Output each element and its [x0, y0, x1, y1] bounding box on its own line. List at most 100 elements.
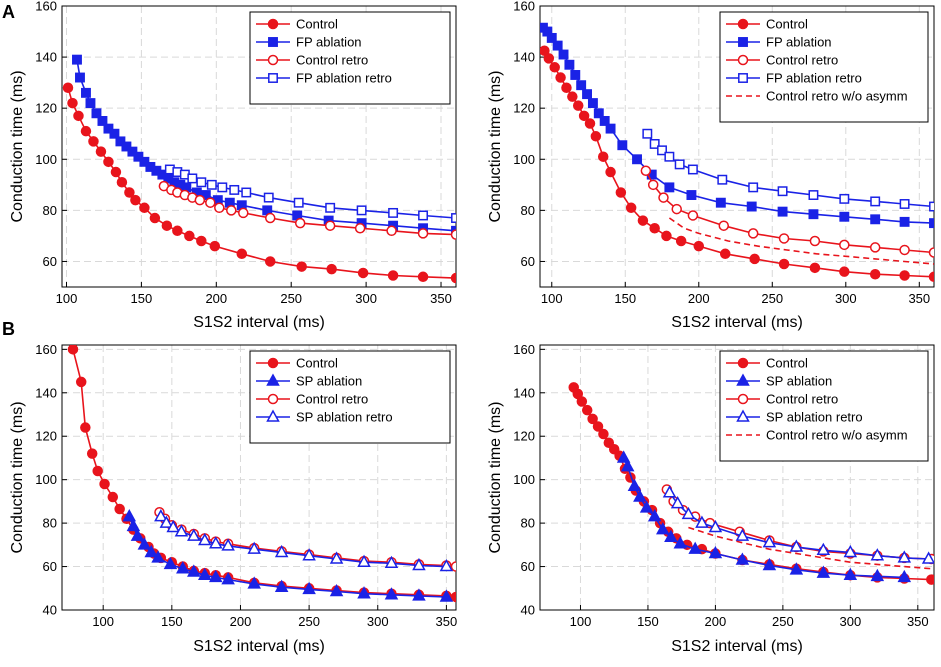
data-point-control-25 [450, 272, 456, 284]
data-point-fp-ablation-4 [558, 49, 569, 60]
data-point-sp-ablation-retro-6 [208, 536, 223, 549]
y-axis-title: Conduction time (ms) [9, 70, 26, 222]
legend-box [719, 11, 929, 123]
x-tick-label-1: 150 [614, 291, 636, 306]
x-tick-label-2: 200 [230, 614, 252, 629]
data-point-control-retro-8 [226, 205, 237, 216]
y-tick-label-3: 120 [35, 101, 57, 116]
data-point-control-retro-12 [928, 247, 934, 258]
data-point-sp-ablation-13 [274, 579, 289, 592]
data-point-fp-ablation-retro-8 [777, 186, 788, 197]
legend-label-sp-ablation: SP ablation [766, 374, 832, 389]
data-point-fp-ablation-9 [121, 141, 132, 152]
x-tick-label-5: 350 [908, 291, 930, 306]
data-point-control-24 [417, 271, 429, 283]
x-tick-label-5: 350 [907, 614, 929, 629]
y-tick-label-0: 60 [521, 254, 535, 269]
data-point-control-retro-5 [718, 220, 730, 231]
data-point-control-4 [88, 136, 99, 147]
x-tick-label-4: 300 [835, 291, 857, 306]
plot-frame [539, 5, 935, 288]
data-point-control-retro-16 [450, 561, 456, 572]
legend-label-control-retro: Control retro [766, 53, 838, 68]
data-point-sp-ablation-10 [208, 569, 223, 583]
legend-label-control: Control [766, 17, 808, 32]
data-point-control-15 [184, 230, 195, 242]
data-point-sp-ablation-retro-8 [816, 542, 831, 556]
data-point-control-1 [75, 376, 87, 388]
data-point-control-1 [543, 53, 555, 64]
data-point-sp-ablation-7 [664, 529, 678, 542]
legend: Control SP ablation Control retro SP ablati… [249, 350, 451, 444]
data-point-sp-ablation-retro-4 [187, 528, 201, 541]
x-tick-label-3: 250 [761, 291, 783, 306]
data-point-sp-ablation-18 [412, 588, 426, 601]
data-point-sp-ablation-15 [843, 567, 858, 580]
data-point-control-23 [839, 266, 850, 277]
x-tick-label-3: 250 [298, 614, 320, 629]
data-point-control-retro-9 [238, 207, 249, 219]
x-tick-label-0: 100 [56, 291, 78, 306]
legend-marker-fp-ablation-retro [738, 73, 748, 83]
y-tick-label-4: 140 [35, 50, 57, 65]
y-tick-label-2: 100 [35, 152, 57, 167]
data-point-sp-ablation-retro-1 [159, 515, 174, 528]
data-point-control-18 [236, 248, 248, 260]
data-point-control-7 [114, 503, 125, 515]
legend-marker-control [267, 357, 279, 369]
data-point-fp-ablation-11 [599, 116, 610, 126]
y-tick-label-1: 60 [521, 559, 535, 574]
legend-label-control-retro: Control retro [296, 392, 368, 407]
data-point-fp-ablation-10 [127, 146, 138, 157]
legend-marker-control [267, 18, 279, 30]
data-point-fp-ablation-1 [75, 72, 85, 83]
y-tick-label-3: 100 [513, 472, 535, 487]
data-point-sp-ablation-9 [198, 567, 212, 580]
legend-label-fp-ablation-retro: FP ablation retro [296, 71, 392, 86]
data-point-fp-ablation-retro-13 [388, 207, 399, 218]
data-point-sp-ablation-retro-3 [695, 515, 709, 528]
data-point-sp-ablation-4 [144, 544, 159, 558]
data-point-control-2 [549, 62, 560, 73]
x-tick-label-5: 350 [430, 291, 452, 306]
data-point-fp-ablation-17 [686, 190, 697, 200]
data-point-fp-ablation-6 [570, 70, 581, 80]
data-point-control-retro-10 [869, 242, 881, 253]
data-point-control-12 [149, 212, 161, 224]
data-point-control-retro-15 [417, 228, 429, 239]
data-point-fp-ablation-retro-4 [674, 159, 685, 170]
data-point-fp-ablation-retro-2 [657, 145, 667, 156]
data-point-sp-ablation-retro-2 [681, 506, 696, 520]
data-point-control-8 [608, 444, 620, 455]
data-point-sp-ablation-retro-7 [221, 538, 235, 551]
data-point-control-14 [637, 215, 649, 226]
data-point-fp-ablation-10 [593, 108, 604, 119]
data-point-sp-ablation-2 [130, 528, 145, 541]
data-point-control-2 [80, 422, 91, 433]
data-point-control-retro-0 [640, 165, 652, 177]
x-tick-label-1: 150 [131, 291, 153, 306]
data-point-fp-ablation-14 [632, 154, 642, 165]
data-point-fp-ablation-20 [777, 206, 788, 217]
data-point-control-7 [110, 166, 122, 178]
data-point-fp-ablation-21 [200, 190, 211, 200]
x-tick-label-0: 100 [570, 614, 592, 629]
data-point-fp-ablation-25 [929, 218, 934, 229]
data-point-sp-ablation-retro-4 [708, 519, 723, 533]
data-point-control-23 [387, 270, 399, 281]
y-tick-label-5: 160 [513, 0, 535, 14]
data-point-sp-ablation-retro-6 [762, 535, 777, 548]
data-point-fp-ablation-retro-1 [649, 138, 660, 149]
legend-marker-fp-ablation [268, 37, 278, 47]
data-point-fp-ablation-retro-5 [687, 164, 698, 175]
data-point-sp-ablation-retro-9 [843, 544, 858, 558]
data-point-control-25 [899, 270, 910, 281]
data-point-control-retro-6 [747, 228, 759, 239]
data-point-fp-ablation-7 [109, 128, 120, 139]
y-tick-label-1: 80 [43, 203, 57, 218]
y-tick-label-5: 140 [513, 385, 535, 400]
data-point-control-8 [584, 118, 596, 129]
data-point-control-16 [196, 235, 207, 247]
data-point-control-9 [590, 131, 602, 142]
